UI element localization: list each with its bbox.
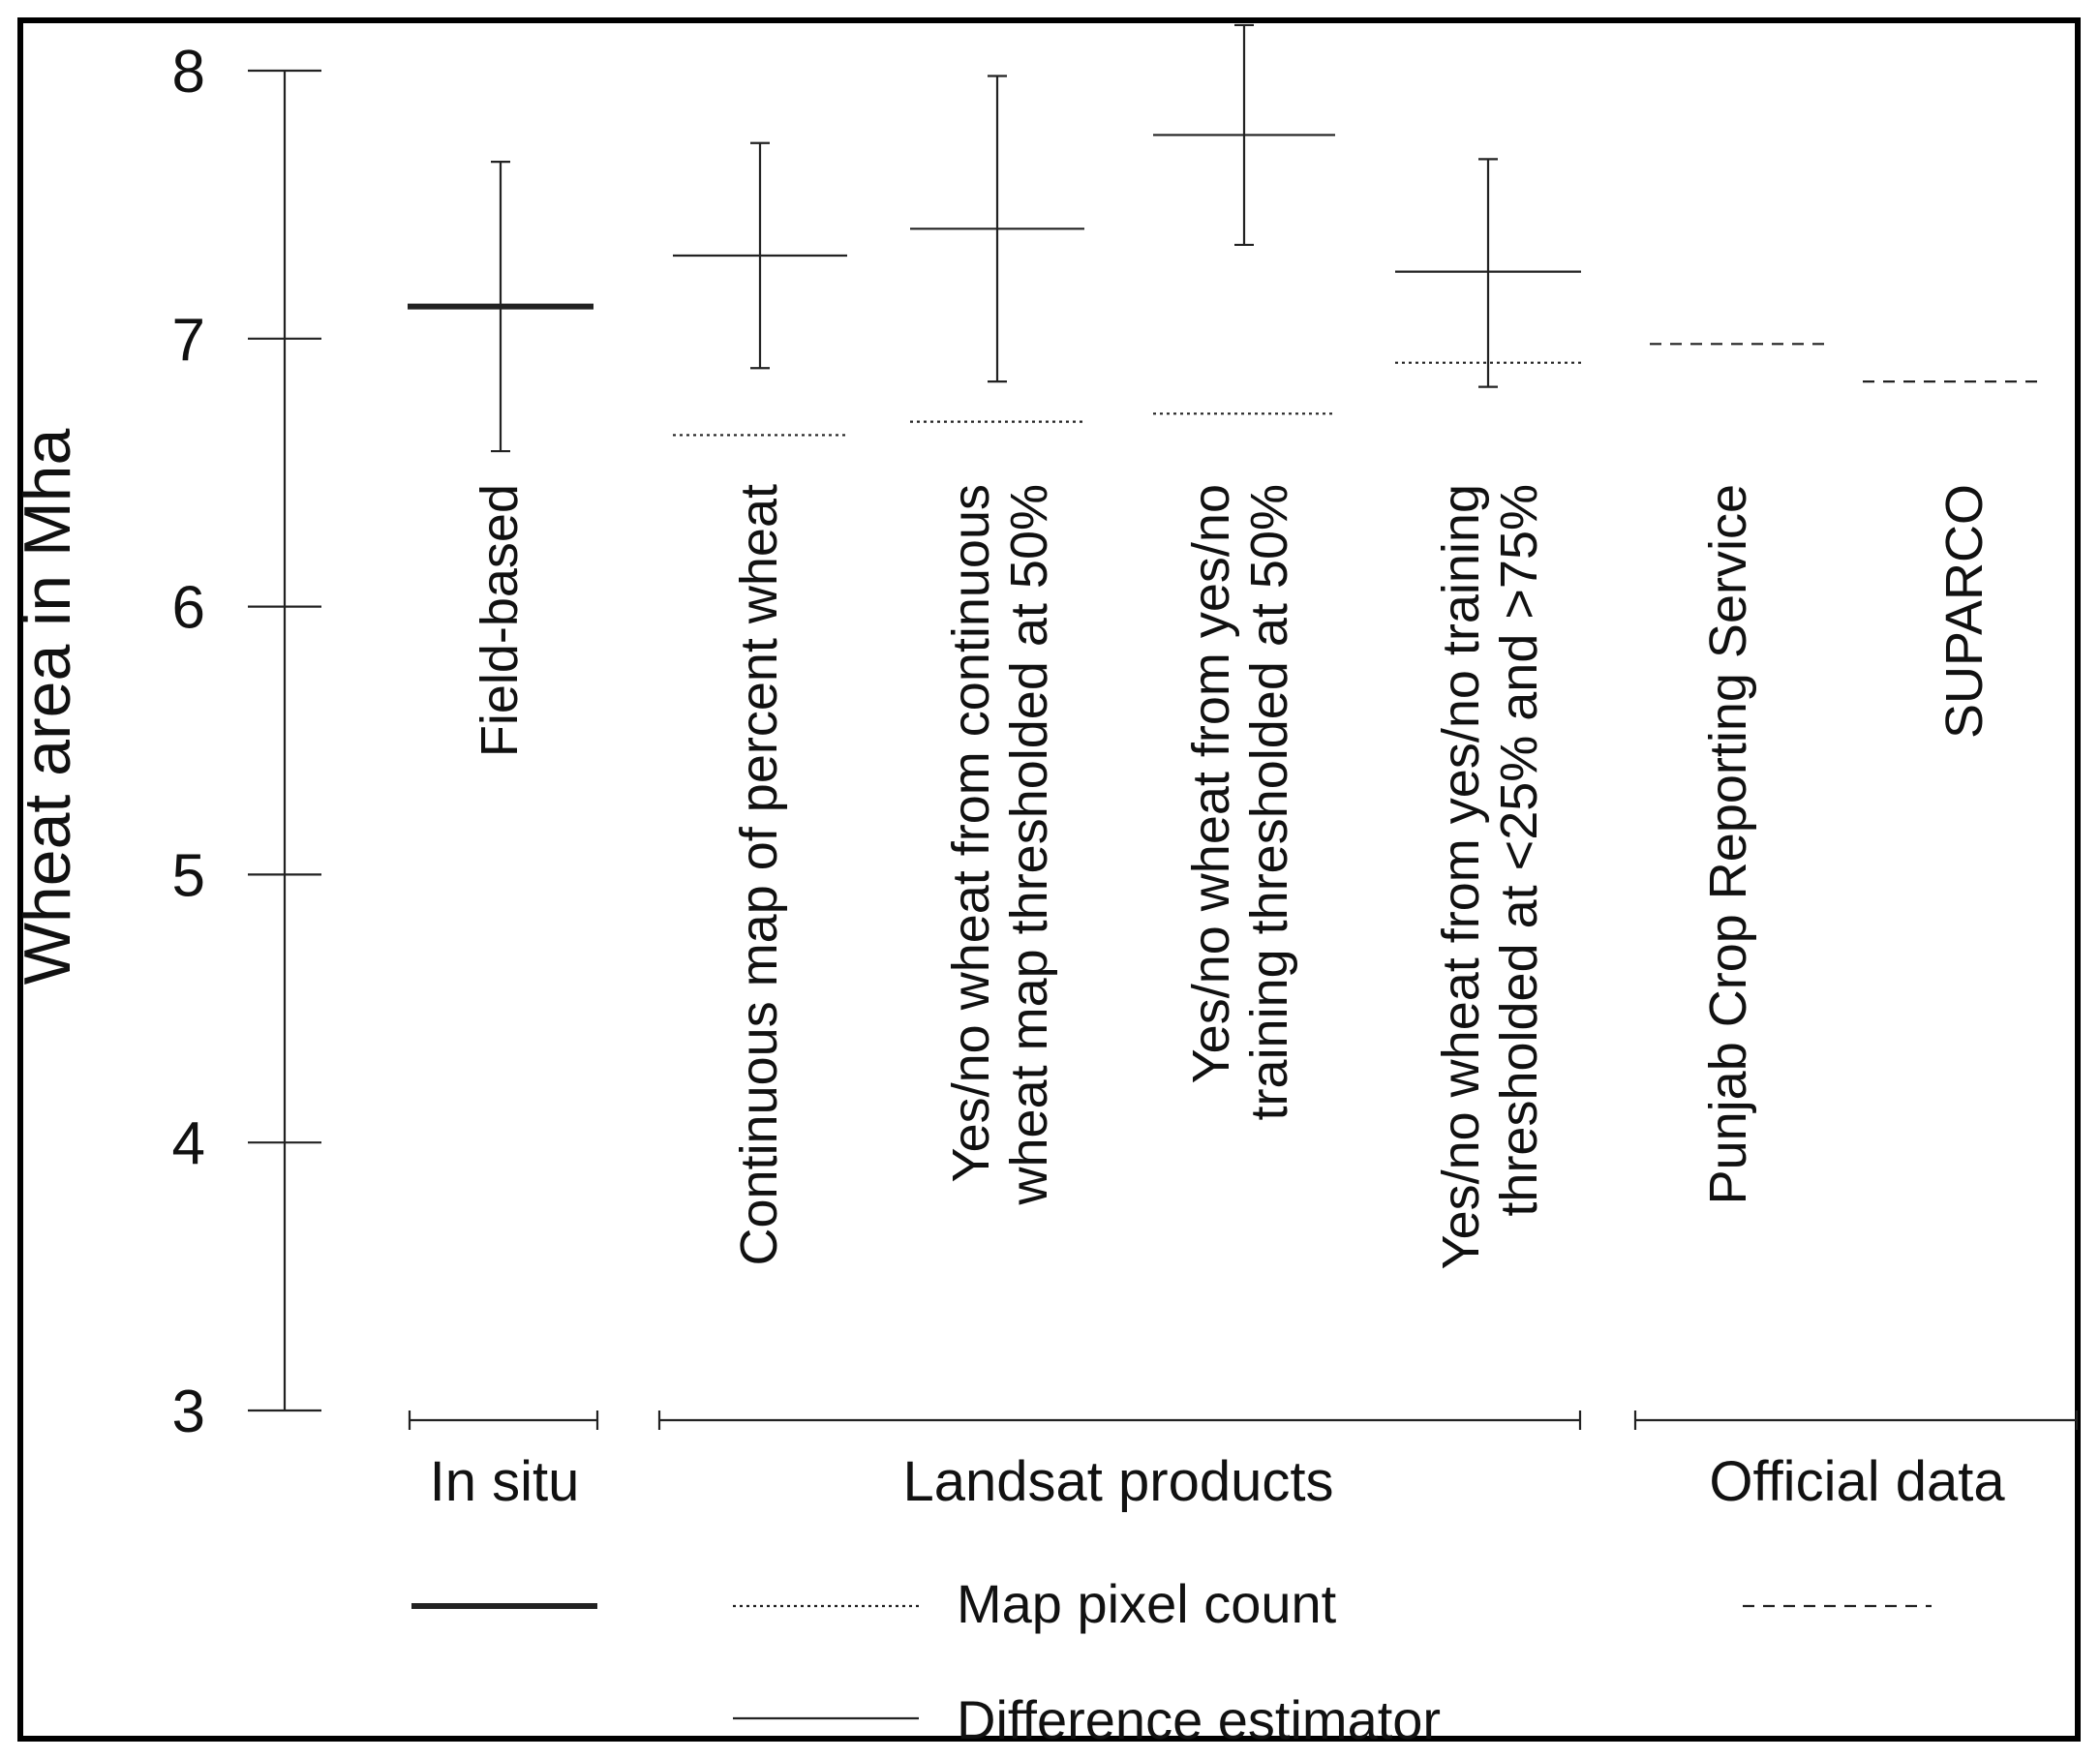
category-label: Yes/no wheat from yes/no training xyxy=(1432,484,1490,1269)
y-axis: 3 4 5 6 7 8 Wheat area in Mha xyxy=(11,39,321,1445)
category-label: Punjab Crop Reporting Service xyxy=(1699,484,1757,1204)
plot-area xyxy=(408,23,2037,453)
y-tick-label: 8 xyxy=(172,39,205,106)
y-tick-label: 6 xyxy=(172,575,205,642)
group-label: In situ xyxy=(430,1450,580,1513)
y-tick-label: 3 xyxy=(172,1379,205,1445)
category-label: thresholded at <25% and >75% xyxy=(1490,484,1548,1217)
chart-frame xyxy=(17,17,2081,1742)
y-tick-label: 5 xyxy=(172,842,205,909)
y-axis-title: Wheat area in Mha xyxy=(11,429,84,986)
category-label: Field-based xyxy=(471,484,529,757)
category-label: SUPARCO xyxy=(1935,484,1993,739)
legend-label: Difference estimator xyxy=(957,1689,1441,1750)
group-label: Landsat products xyxy=(903,1450,1334,1513)
category-label: Yes/no wheat from continuous xyxy=(942,484,1000,1182)
y-tick-label: 4 xyxy=(172,1110,205,1177)
group-brackets: In situ Landsat products Official data xyxy=(408,1410,2079,1513)
category-label: wheat map thresholded at 50% xyxy=(1000,484,1058,1205)
category-labels: Field-based Continuous map of percent whe… xyxy=(471,484,1993,1269)
group-label: Official data xyxy=(1709,1450,2005,1513)
category-label: Continuous map of percent wheat xyxy=(730,484,788,1266)
y-tick-label: 7 xyxy=(172,307,205,374)
legend-label: Map pixel count xyxy=(957,1573,1337,1634)
category-label: training thresholded at 50% xyxy=(1240,484,1298,1120)
legend: Map pixel count Difference estimator xyxy=(411,1573,1932,1750)
category-label: Yes/no wheat from yes/no xyxy=(1182,484,1240,1083)
